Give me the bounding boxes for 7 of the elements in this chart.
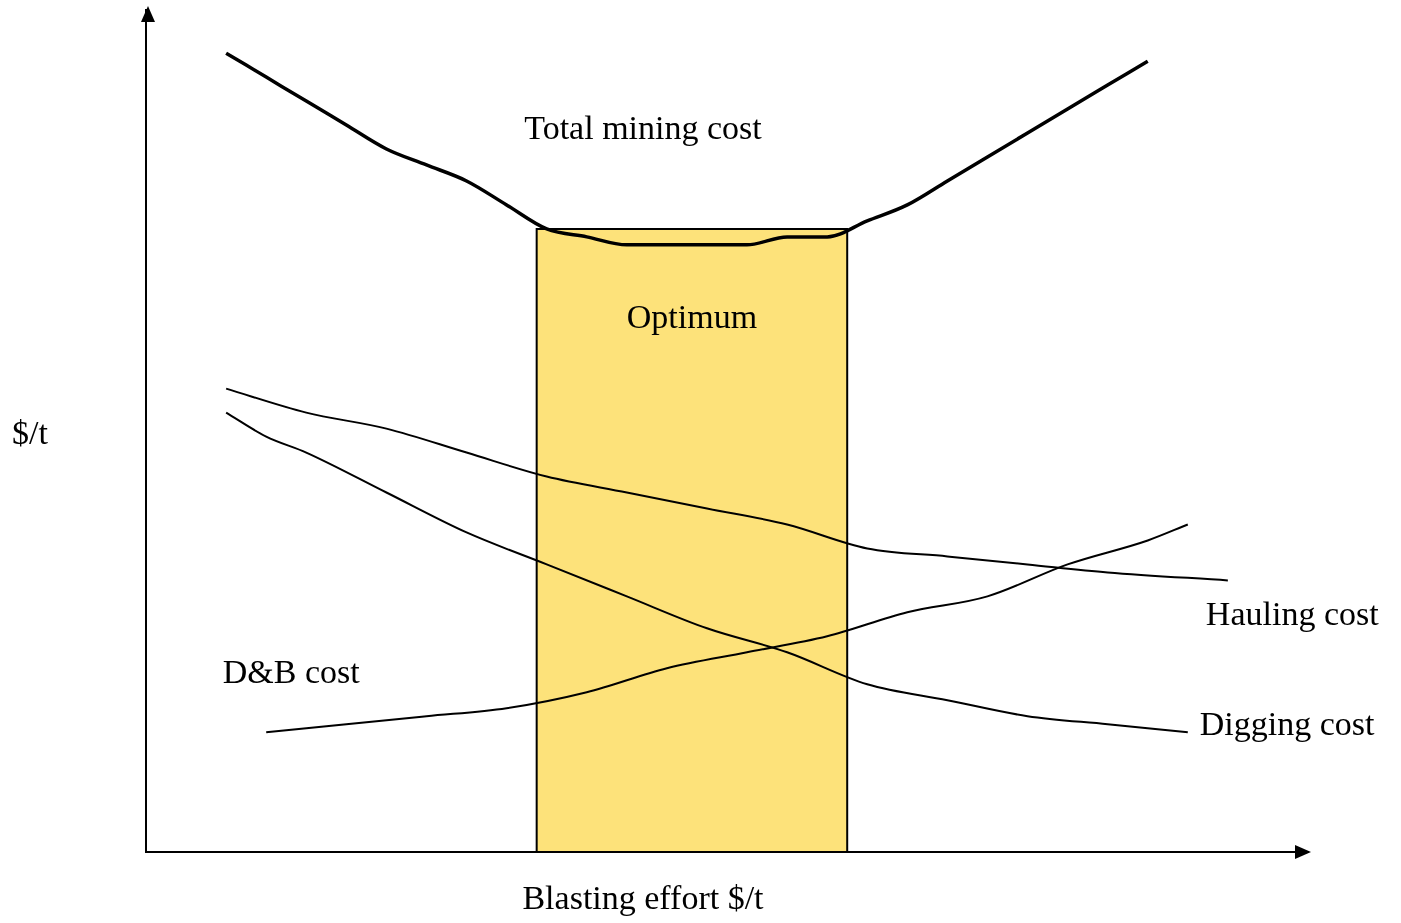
y-axis-title: $/t — [12, 413, 49, 451]
annotation: Optimum — [626, 297, 758, 335]
series-label: Hauling cost — [1205, 595, 1380, 633]
series-label: Digging cost — [1199, 705, 1376, 743]
series-label: Total mining cost — [524, 108, 763, 146]
x-axis-title: Blasting effort $/t — [522, 878, 765, 916]
series-label: D&B cost — [222, 653, 361, 691]
